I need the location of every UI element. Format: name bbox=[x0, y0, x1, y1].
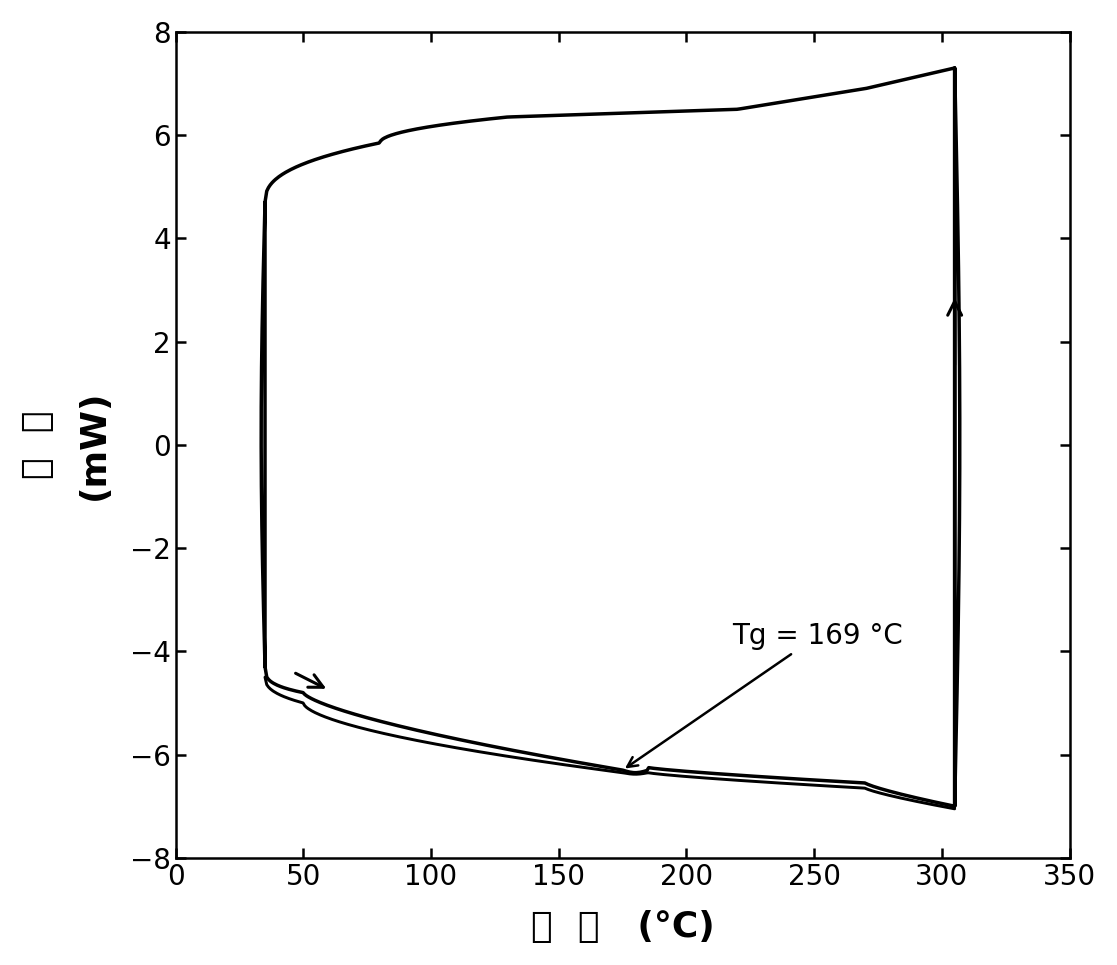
Y-axis label: 热  流
(mW): 热 流 (mW) bbox=[21, 390, 111, 500]
Text: Tg = 169 °C: Tg = 169 °C bbox=[628, 621, 904, 767]
X-axis label: 温  度   (°C): 温 度 (°C) bbox=[531, 910, 715, 944]
